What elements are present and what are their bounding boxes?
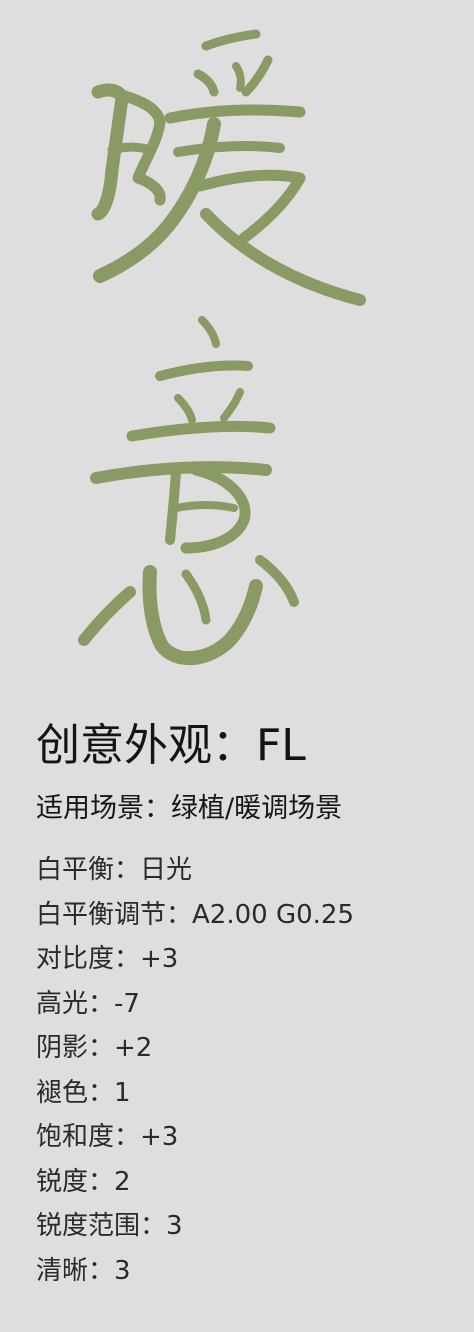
- param-saturation: 饱和度：+3: [36, 1122, 179, 1152]
- param-white-balance: 白平衡：日光: [36, 855, 193, 885]
- applicable-scene: 适用场景：绿植/暖调场景: [36, 793, 343, 824]
- brush-stroke: [91, 83, 129, 221]
- param-contrast: 对比度：+3: [36, 944, 179, 974]
- brush-stroke: [142, 565, 263, 665]
- brush-stroke: [126, 420, 276, 442]
- param-sharpness-range: 锐度范围：3: [36, 1211, 183, 1241]
- param-fade: 褪色：1: [36, 1077, 131, 1108]
- brush-stroke: [200, 208, 366, 306]
- param-sharpness: 锐度：2: [36, 1166, 131, 1197]
- param-clarity: 清晰：3: [36, 1255, 131, 1286]
- parameter-list: 白平衡：日光 白平衡调节：A2.00 G0.25 对比度：+3 高光：-7 阴影…: [36, 848, 354, 1293]
- brush-stroke: [93, 117, 221, 283]
- brush-stroke: [255, 555, 299, 607]
- param-shadows: 阴影：+2: [36, 1033, 153, 1063]
- brush-stroke: [198, 316, 220, 348]
- brush-stroke: [78, 586, 136, 646]
- brush-stroke: [90, 461, 272, 484]
- brush-stroke: [107, 142, 155, 155]
- param-highlights: 高光：-7: [36, 988, 140, 1019]
- brush-stroke: [241, 55, 273, 97]
- brush-stroke: [181, 569, 211, 625]
- brush-stroke: [174, 394, 196, 424]
- creative-look-title: 创意外观：FL: [36, 720, 306, 771]
- brush-stroke: [232, 62, 245, 92]
- brush-stroke: [220, 388, 244, 422]
- brush-stroke: [155, 360, 253, 381]
- calligraphy-title-artwork: [78, 29, 366, 665]
- brush-stroke: [172, 501, 238, 512]
- brush-stroke: [180, 464, 251, 554]
- param-white-balance-shift: 白平衡调节：A2.00 G0.25: [36, 899, 354, 930]
- brush-stroke: [164, 104, 306, 124]
- brush-stroke: [194, 169, 306, 244]
- brush-stroke: [173, 140, 285, 157]
- calligraphy-brush-strokes: [78, 29, 366, 665]
- brush-stroke: [193, 69, 219, 97]
- brush-stroke: [201, 29, 261, 51]
